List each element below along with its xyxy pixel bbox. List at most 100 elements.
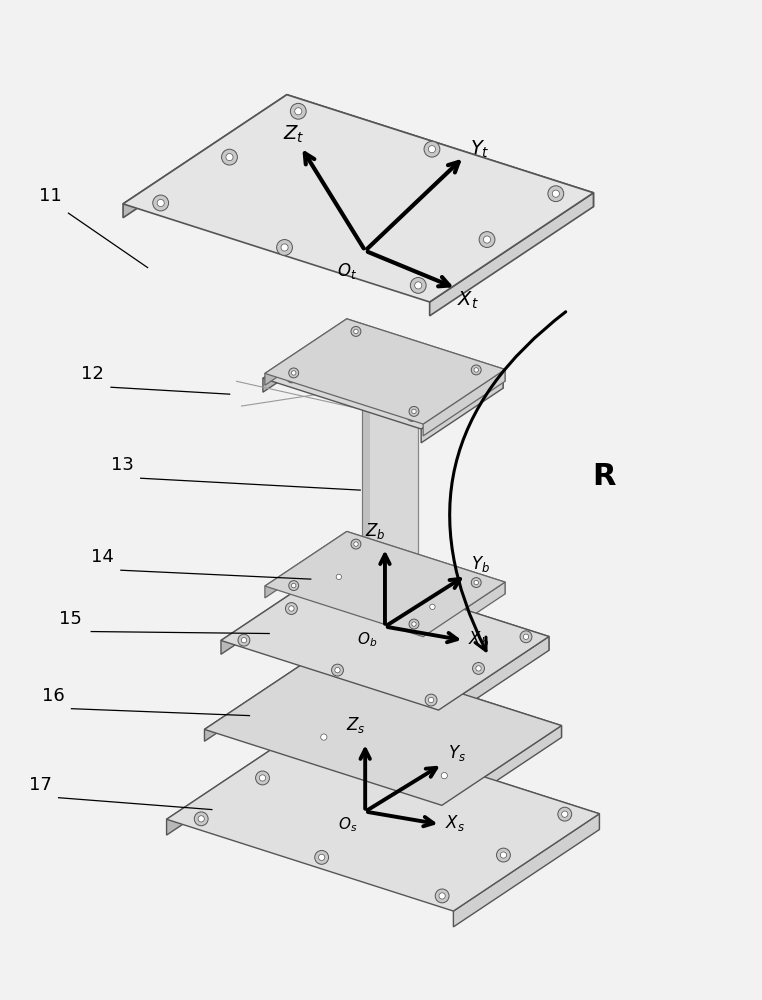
Circle shape xyxy=(286,603,297,614)
Polygon shape xyxy=(265,319,505,424)
Circle shape xyxy=(407,411,417,421)
Polygon shape xyxy=(123,95,594,302)
Text: $O_b$: $O_b$ xyxy=(357,630,377,649)
Circle shape xyxy=(242,637,247,643)
Text: $Y_b$: $Y_b$ xyxy=(472,554,491,574)
Text: $Y_t$: $Y_t$ xyxy=(470,138,490,160)
Circle shape xyxy=(424,141,440,157)
Circle shape xyxy=(435,889,449,903)
Circle shape xyxy=(289,606,294,611)
Circle shape xyxy=(336,574,341,580)
Circle shape xyxy=(194,812,208,826)
Circle shape xyxy=(411,622,416,626)
Circle shape xyxy=(409,619,419,629)
Circle shape xyxy=(409,406,419,416)
Polygon shape xyxy=(453,814,600,927)
Text: 15: 15 xyxy=(59,610,82,628)
Circle shape xyxy=(222,149,238,165)
Polygon shape xyxy=(362,396,418,584)
Polygon shape xyxy=(204,650,324,741)
Circle shape xyxy=(548,186,564,202)
Circle shape xyxy=(427,601,438,613)
Polygon shape xyxy=(300,601,469,676)
Circle shape xyxy=(472,662,485,674)
Circle shape xyxy=(523,634,529,639)
Circle shape xyxy=(562,811,568,817)
Circle shape xyxy=(335,667,340,673)
Text: $X_t$: $X_t$ xyxy=(457,290,479,311)
Polygon shape xyxy=(421,374,503,443)
Polygon shape xyxy=(442,726,562,817)
Circle shape xyxy=(483,236,491,243)
Circle shape xyxy=(238,634,250,646)
Polygon shape xyxy=(312,722,600,830)
Polygon shape xyxy=(263,324,344,392)
Text: 17: 17 xyxy=(29,776,52,794)
Polygon shape xyxy=(324,650,562,737)
Circle shape xyxy=(287,373,296,383)
Circle shape xyxy=(410,277,426,293)
Polygon shape xyxy=(287,95,594,207)
Polygon shape xyxy=(423,369,505,436)
Circle shape xyxy=(289,581,299,591)
Circle shape xyxy=(331,664,344,676)
Circle shape xyxy=(277,240,293,255)
Circle shape xyxy=(410,414,415,419)
Text: $O_s$: $O_s$ xyxy=(338,815,357,834)
Circle shape xyxy=(552,190,559,197)
Circle shape xyxy=(415,282,422,289)
Circle shape xyxy=(349,331,359,341)
Circle shape xyxy=(558,807,572,821)
Circle shape xyxy=(157,199,165,207)
Circle shape xyxy=(319,854,325,860)
Circle shape xyxy=(259,775,266,781)
Circle shape xyxy=(439,893,445,899)
Circle shape xyxy=(333,571,344,583)
Circle shape xyxy=(437,769,451,783)
Circle shape xyxy=(501,852,507,858)
Circle shape xyxy=(411,409,416,414)
Circle shape xyxy=(255,771,270,785)
Text: R: R xyxy=(593,462,616,491)
Circle shape xyxy=(281,244,288,251)
Polygon shape xyxy=(439,636,549,724)
Circle shape xyxy=(474,368,479,372)
Circle shape xyxy=(430,604,435,609)
Polygon shape xyxy=(123,95,287,218)
Circle shape xyxy=(441,773,447,779)
Text: $X_b$: $X_b$ xyxy=(469,629,489,649)
Circle shape xyxy=(351,326,361,336)
Ellipse shape xyxy=(363,389,421,403)
Text: $O_t$: $O_t$ xyxy=(338,261,357,281)
Polygon shape xyxy=(423,582,505,649)
Text: $Z_b$: $Z_b$ xyxy=(365,521,386,541)
Circle shape xyxy=(471,365,481,375)
Circle shape xyxy=(474,580,479,585)
Circle shape xyxy=(317,730,331,744)
Circle shape xyxy=(471,578,481,588)
Circle shape xyxy=(472,373,476,377)
Circle shape xyxy=(497,848,511,862)
Circle shape xyxy=(295,108,302,115)
Text: $X_s$: $X_s$ xyxy=(445,813,465,833)
Text: 16: 16 xyxy=(42,687,65,705)
Polygon shape xyxy=(204,650,562,805)
Polygon shape xyxy=(265,531,347,598)
Circle shape xyxy=(425,694,437,706)
Circle shape xyxy=(152,195,168,211)
Circle shape xyxy=(292,371,296,375)
Polygon shape xyxy=(430,193,594,316)
Polygon shape xyxy=(221,567,331,654)
Circle shape xyxy=(289,368,299,378)
Polygon shape xyxy=(347,531,505,594)
Circle shape xyxy=(469,370,479,380)
Text: $Z_t$: $Z_t$ xyxy=(283,123,305,145)
Circle shape xyxy=(428,697,434,703)
Polygon shape xyxy=(221,567,549,710)
Text: $Z_s$: $Z_s$ xyxy=(345,715,365,735)
Circle shape xyxy=(315,850,328,864)
Circle shape xyxy=(290,376,294,380)
Circle shape xyxy=(354,542,358,546)
Text: 14: 14 xyxy=(91,548,114,566)
Circle shape xyxy=(479,232,495,247)
